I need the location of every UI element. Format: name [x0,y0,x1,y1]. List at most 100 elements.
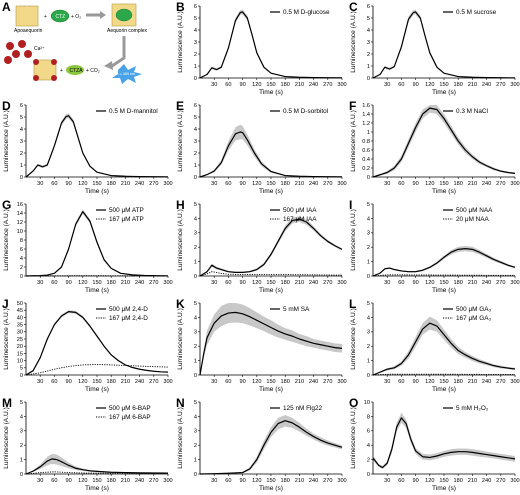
x-axis-label: Time (s) [432,485,456,492]
x-tick-label: 60 [225,478,231,484]
y-tick-label: 0 [367,76,370,82]
x-tick-label: 300 [510,379,519,385]
x-tick-label: 90 [412,181,418,187]
series-line-n-0 [199,420,343,475]
y-tick-label: 0 [20,175,23,181]
y-tick-label: 4 [20,256,23,262]
series-line-h-0 [199,218,343,277]
calcium-ions-icon [4,40,32,64]
error-band-k-0 [200,303,342,375]
y-tick-label: 30 [17,330,23,336]
ctza-molecule-icon [66,65,84,75]
x-tick-label: 300 [337,379,346,385]
legend-entry: 0.5 M D-mannitol [109,108,158,115]
y-tick-label: 16 [17,202,23,208]
arrow-down-icon [111,36,126,68]
error-band-f-0 [373,105,515,177]
x-tick-label: 150 [266,82,275,88]
x-tick-label: 90 [239,82,245,88]
x-tick-label: 90 [412,82,418,88]
y-axis-label: Luminescence (A.U.) [3,308,10,370]
x-tick-label: 180 [107,478,116,484]
x-tick-label: 150 [92,379,101,385]
x-tick-label: 60 [398,478,404,484]
x-tick-label: 180 [281,181,290,187]
series-line-c-0 [372,11,516,79]
panel-letter-e: E [176,99,185,113]
y-tick-label: 0 [194,76,197,82]
x-tick-label: 240 [135,181,144,187]
y-tick-label: 1.2 [362,121,370,127]
legend-entry: 0.5 M D-sorbitol [283,108,328,115]
x-tick-label: 270 [323,379,332,385]
legend-entry: 167 μM 2,4-D [109,315,148,322]
y-axis-label: Luminescence (A.U.) [350,11,357,73]
o2-label: + O₂ [71,14,81,20]
x-tick-label: 240 [482,82,491,88]
panel-letter-l: L [349,297,357,311]
plus-sign: + [44,14,47,20]
chart-svg-k: 0 1 2 3 4 5 30 60 90 120 150 180 210 240 270 300 Time (s… [177,301,347,393]
y-tick-label: 0.4 [362,157,370,163]
panel-f: F 0 0.2 0.4 0.6 0.8 1 1.2 1.4 1.6 30 60 90 120 150 180 2… [347,99,520,198]
y-tick-label: 3 [194,429,197,435]
x-tick-label: 210 [468,181,477,187]
y-tick-label: 5 [194,202,197,208]
x-tick-label: 120 [78,181,87,187]
y-tick-label: 2 [367,458,370,464]
y-tick-label: 1.6 [362,103,370,109]
series-line-k-0 [199,311,343,376]
panel-l: L 0 1 2 3 4 5 30 60 90 120 150 180 210 240 270 300 Time (… [347,297,520,396]
series-line-h-1 [199,271,343,277]
panel-letter-j: J [2,297,9,311]
x-tick-label: 300 [337,280,346,286]
y-tick-label: 0 [367,274,370,280]
x-tick-label: 150 [266,478,275,484]
y-axis-label: Luminescence (A.U.) [350,110,357,172]
arrow-head-icon [100,11,106,19]
x-tick-label: 300 [163,379,172,385]
x-axis-label: Time (s) [259,89,283,96]
x-tick-label: 120 [252,280,261,286]
x-tick-label: 60 [51,379,57,385]
axes-i [372,204,515,277]
x-tick-label: 90 [239,181,245,187]
x-tick-label: 240 [309,379,318,385]
x-tick-label: 150 [266,181,275,187]
x-tick-label: 240 [135,478,144,484]
legend-entry: 167 μM IAA [283,216,317,223]
chart-svg-f: 0 0.2 0.4 0.6 0.8 1 1.2 1.4 1.6 30 60 90 120 150 180 21… [350,103,520,195]
x-tick-label: 90 [239,379,245,385]
panel-letter-g: G [2,198,12,212]
x-tick-label: 150 [92,280,101,286]
series-line-j-1 [25,364,169,376]
y-tick-label: 4 [367,315,370,321]
chart-svg-i: 0 1 2 3 4 5 30 60 90 120 150 180 210 240 270 300 Time (s… [350,202,520,294]
y-tick-label: 3 [20,429,23,435]
legend-entry: 167 μM ATP [109,216,144,223]
x-axis-label: Time (s) [259,188,283,195]
x-tick-label: 240 [482,478,491,484]
x-axis-label: Time (s) [85,386,109,393]
x-tick-label: 300 [510,478,519,484]
x-tick-label: 60 [51,181,57,187]
y-tick-label: 1 [20,458,23,464]
x-tick-label: 30 [384,82,390,88]
panel-k: K 0 1 2 3 4 5 30 60 90 120 150 180 210 240 270 300 Time (… [174,297,347,396]
legend-entry: 5 mM SA [283,306,310,313]
error-band-l-0 [373,316,515,375]
y-tick-label: 4 [194,315,197,321]
y-axis-label: Luminescence (A.U.) [177,11,184,73]
x-tick-label: 270 [496,379,505,385]
x-tick-label: 120 [425,280,434,286]
x-tick-label: 30 [211,379,217,385]
y-tick-label: 0.6 [362,148,370,154]
x-tick-label: 270 [496,478,505,484]
arrow-head-left-icon [104,61,113,70]
y-tick-label: 0 [367,472,370,478]
y-tick-label: 3 [367,231,370,237]
apoaequorin-label: Apoaequorin [14,28,43,34]
x-tick-label: 180 [454,379,463,385]
legend-entry: 20 μM NAA [456,216,490,223]
